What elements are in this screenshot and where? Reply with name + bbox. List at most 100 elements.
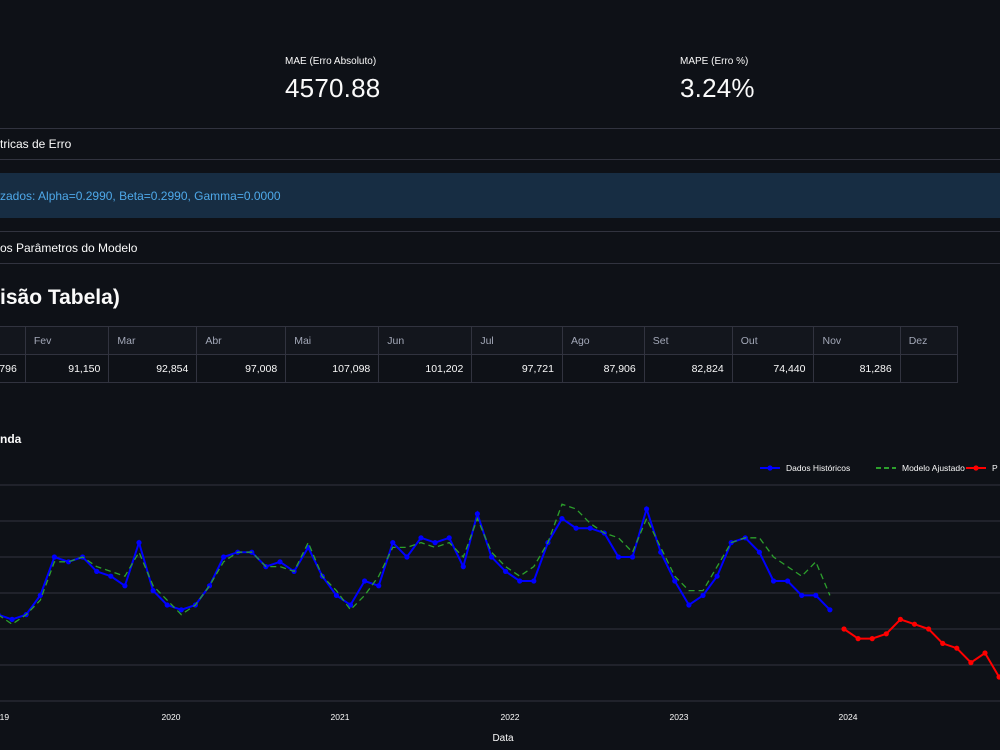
data-point [813,592,819,598]
data-point [954,645,960,651]
expander-metricas[interactable]: tricas de Erro [0,137,72,151]
data-point [911,621,918,627]
chart-x-axis-label: Data [492,733,514,744]
data-point [686,602,692,608]
data-point [418,535,424,541]
table-cell-out: 74,440 [731,354,815,383]
metric-mae: MAE (Erro Absoluto) 4570.88 [285,56,380,104]
data-point [178,607,184,613]
expander-parametros-top-border [0,231,1000,232]
table-cell-jul: 97,721 [471,354,563,383]
data-point [615,554,622,560]
info-alert-text: zados: Alpha=0.2990, Beta=0.2990, Gamma=… [0,189,281,203]
series-line-1 [0,503,831,625]
legend-marker [973,465,979,471]
table-cell-set: 82,824 [643,354,733,383]
legend-entry[interactable]: Dados Históricos [786,463,850,473]
data-point [136,540,142,546]
data-point [108,573,114,579]
table-header-abr: Abr [196,326,287,355]
metric-mae-label: MAE (Erro Absoluto) [285,56,377,67]
data-point [65,559,72,565]
data-point [517,578,523,584]
expander-metricas-bottom-border [0,159,1000,160]
table-header-mai: Mai [285,326,380,355]
table-header-set: Set [643,326,733,355]
data-point [770,578,777,584]
data-point [799,592,805,598]
data-point [982,650,988,656]
data-point [629,554,636,560]
table-section-title: isão Tabela) [0,286,120,309]
table-cell-nov: 81,286 [813,354,901,383]
table-header-row: Fev Mar Abr Mai Jun Jul Ago Set Out Nov … [0,326,959,355]
table-header-out: Out [731,326,815,355]
data-point [404,554,410,560]
info-alert: zados: Alpha=0.2990, Beta=0.2990, Gamma=… [0,173,1000,218]
data-point [996,674,1000,680]
data-point [644,506,650,512]
expander-parametros[interactable]: os Parâmetros do Modelo [0,241,138,255]
data-point [432,540,438,546]
data-point [460,564,466,570]
data-point [855,636,861,642]
data-point [700,592,706,598]
data-point [503,568,509,574]
data-point [559,516,565,522]
table-cell-fev: 91,150 [24,354,110,383]
data-point [122,583,128,589]
forecast-table[interactable]: Fev Mar Abr Mai Jun Jul Ago Set Out Nov … [0,326,959,383]
metric-mae-value: 4570.88 [285,73,381,103]
table-header-ago: Ago [561,326,645,355]
data-point [94,568,100,574]
data-point [883,631,889,637]
chart-x-ticks: 019 2020 2021 2022 2023 2024 [0,712,858,722]
x-tick-label: 2021 [331,712,350,722]
forecast-chart[interactable]: 019 2020 2021 2022 2023 2024 Data Dados Histó… [0,455,1000,750]
data-point [376,583,382,589]
data-point [362,578,368,584]
x-tick-label: 2022 [501,712,520,722]
x-tick-label: 2020 [162,712,181,722]
data-point [390,540,396,546]
data-point [333,592,339,598]
data-point [531,578,537,584]
data-point [672,578,678,584]
data-point [714,573,720,579]
metric-mape-value: 3.24% [680,73,755,103]
table-header-dez: Dez [899,326,959,355]
data-point [51,554,58,560]
legend-marker [767,465,773,471]
table-cell-dez [899,354,959,383]
data-point [827,607,833,613]
data-point [573,525,579,531]
data-point [897,616,904,622]
data-point [587,525,593,531]
metric-mape: MAPE (Erro %) 3.24% [680,56,755,104]
data-point [940,640,946,646]
data-point [347,602,354,608]
table-header-jun: Jun [378,326,473,355]
data-point [926,626,932,632]
data-point [785,578,791,584]
expander-parametros-bottom-border [0,263,1000,264]
legend-entry[interactable]: P [992,463,998,473]
table-cell-first: 796 [0,354,26,383]
table-cell-jun: 101,202 [378,354,473,383]
chart-lines [0,503,1000,680]
data-point [474,511,480,517]
chart-legend[interactable]: Dados Históricos Modelo Ajustado P [760,463,998,473]
table-header-fev: Fev [24,326,110,355]
data-point [9,616,15,622]
table-header-nov: Nov [813,326,901,355]
x-tick-label: 019 [0,712,9,722]
data-point [968,660,974,666]
data-point [277,559,283,565]
legend-entry[interactable]: Modelo Ajustado [902,463,965,473]
chart-section-title: nda [0,432,22,446]
table-cell-abr: 97,008 [196,354,287,383]
series-line-2 [843,618,1000,678]
data-point [756,549,763,555]
data-point [488,554,495,560]
table-header-mar: Mar [108,326,198,355]
